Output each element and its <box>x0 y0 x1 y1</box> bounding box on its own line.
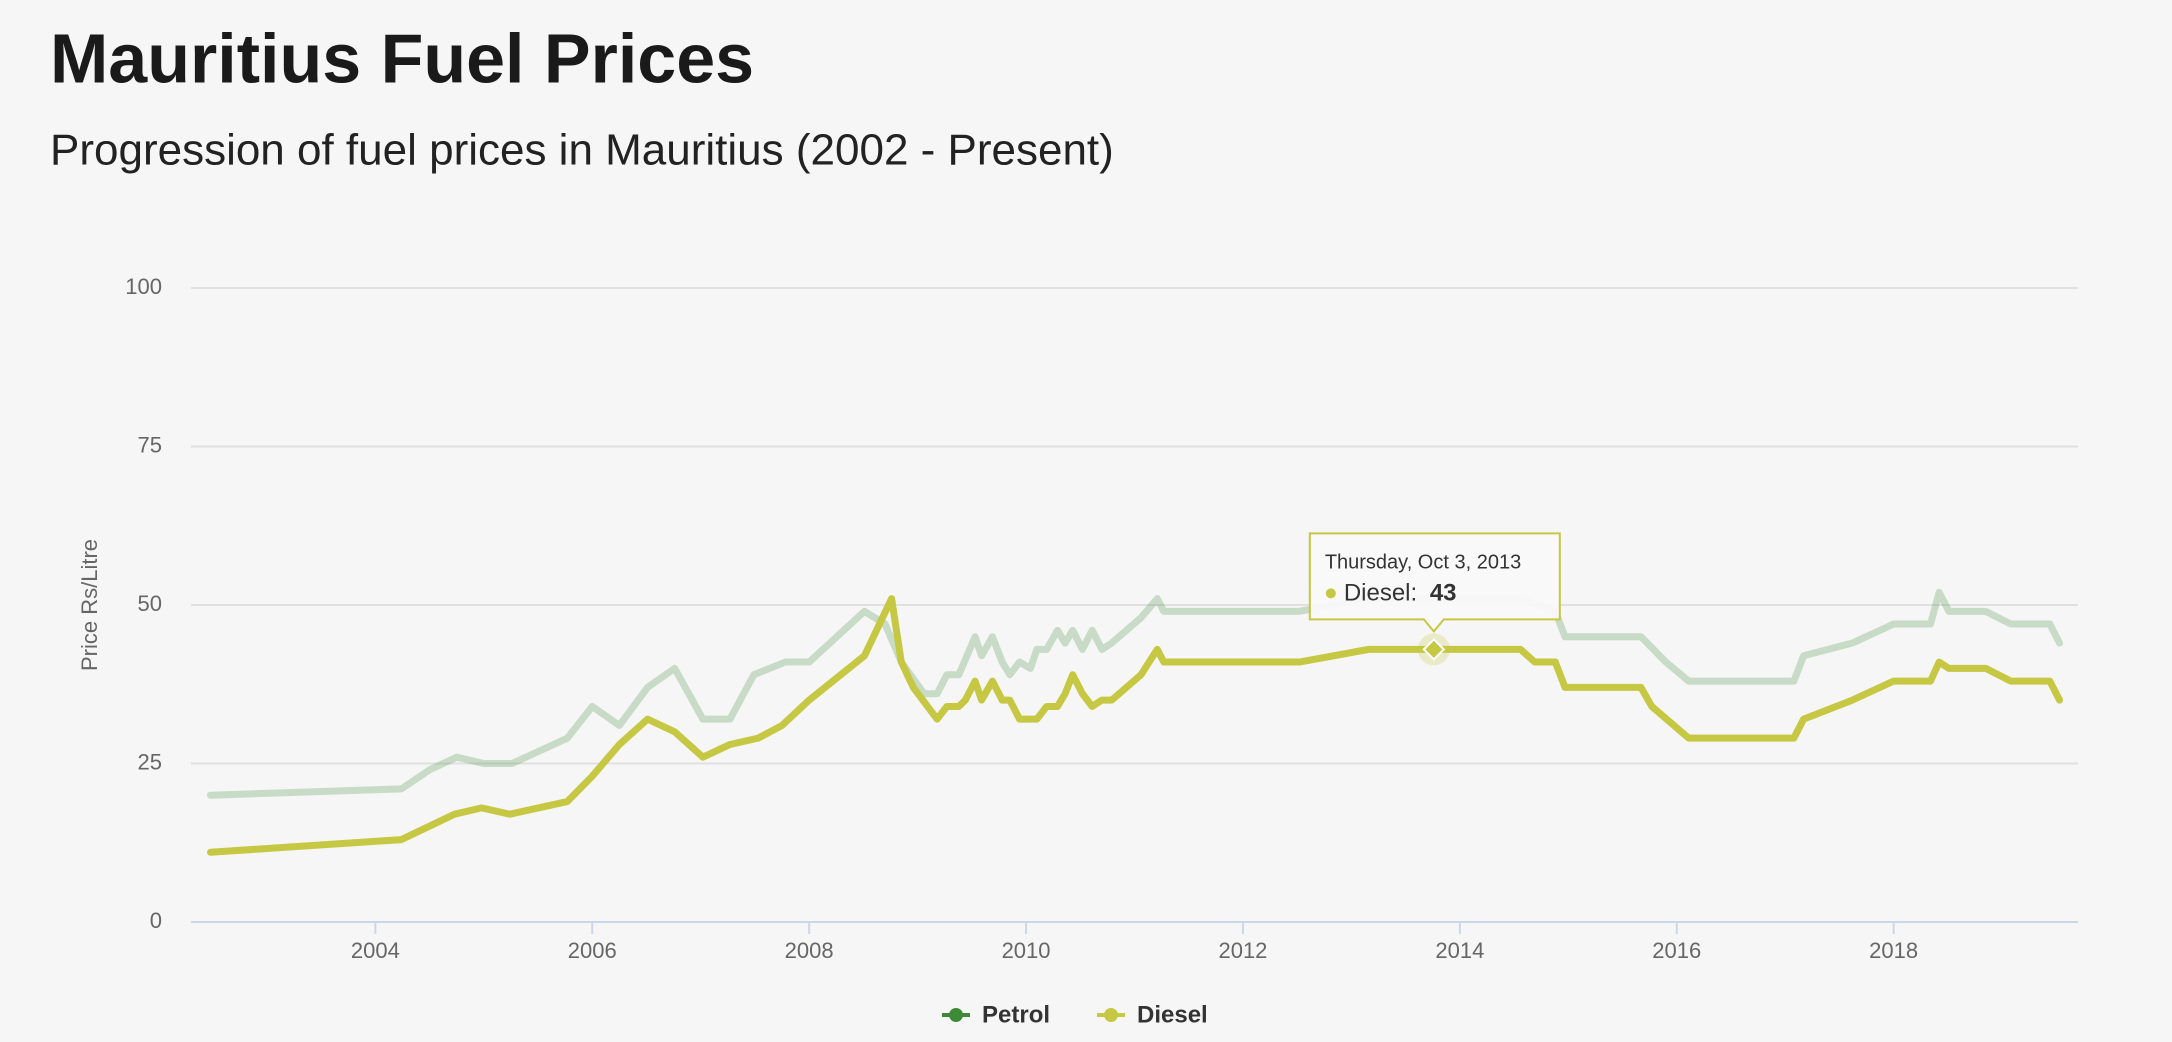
tooltip-date: Thursday, Oct 3, 2013 <box>1325 552 1521 574</box>
tooltip-box <box>1308 532 1561 633</box>
tooltip-dot <box>1325 588 1336 599</box>
series-line <box>207 595 2064 856</box>
y-tick-label: 0 <box>150 908 162 933</box>
x-tick-label: 2014 <box>1435 938 1484 963</box>
legend-label[interactable]: Diesel <box>1137 1001 1208 1028</box>
y-axis-label: Price Rs/Litre <box>77 539 102 671</box>
chart-title: Mauritius Fuel Prices <box>50 19 754 97</box>
x-tick-label: 2010 <box>1002 938 1051 963</box>
y-tick-label: 25 <box>138 749 162 774</box>
legend-label[interactable]: Petrol <box>982 1001 1050 1028</box>
x-tick-label: 2004 <box>351 938 400 963</box>
y-tick-label: 50 <box>138 591 162 616</box>
tooltip-value: 43 <box>1430 580 1457 607</box>
x-tick-label: 2006 <box>568 938 617 963</box>
y-tick-label: 100 <box>125 274 162 299</box>
chart-subtitle: Progression of fuel prices in Mauritius … <box>50 126 1114 175</box>
tooltip-label: Diesel: <box>1344 580 1417 607</box>
legend-symbol <box>949 1008 963 1022</box>
x-tick-label: 2018 <box>1869 938 1918 963</box>
x-tick-label: 2008 <box>785 938 834 963</box>
legend-symbol <box>1104 1008 1118 1022</box>
hover-marker <box>1422 637 1446 661</box>
series-line <box>207 588 2064 799</box>
x-tick-label: 2016 <box>1652 938 1701 963</box>
y-tick-label: 75 <box>138 432 162 457</box>
x-tick-label: 2012 <box>1218 938 1267 963</box>
